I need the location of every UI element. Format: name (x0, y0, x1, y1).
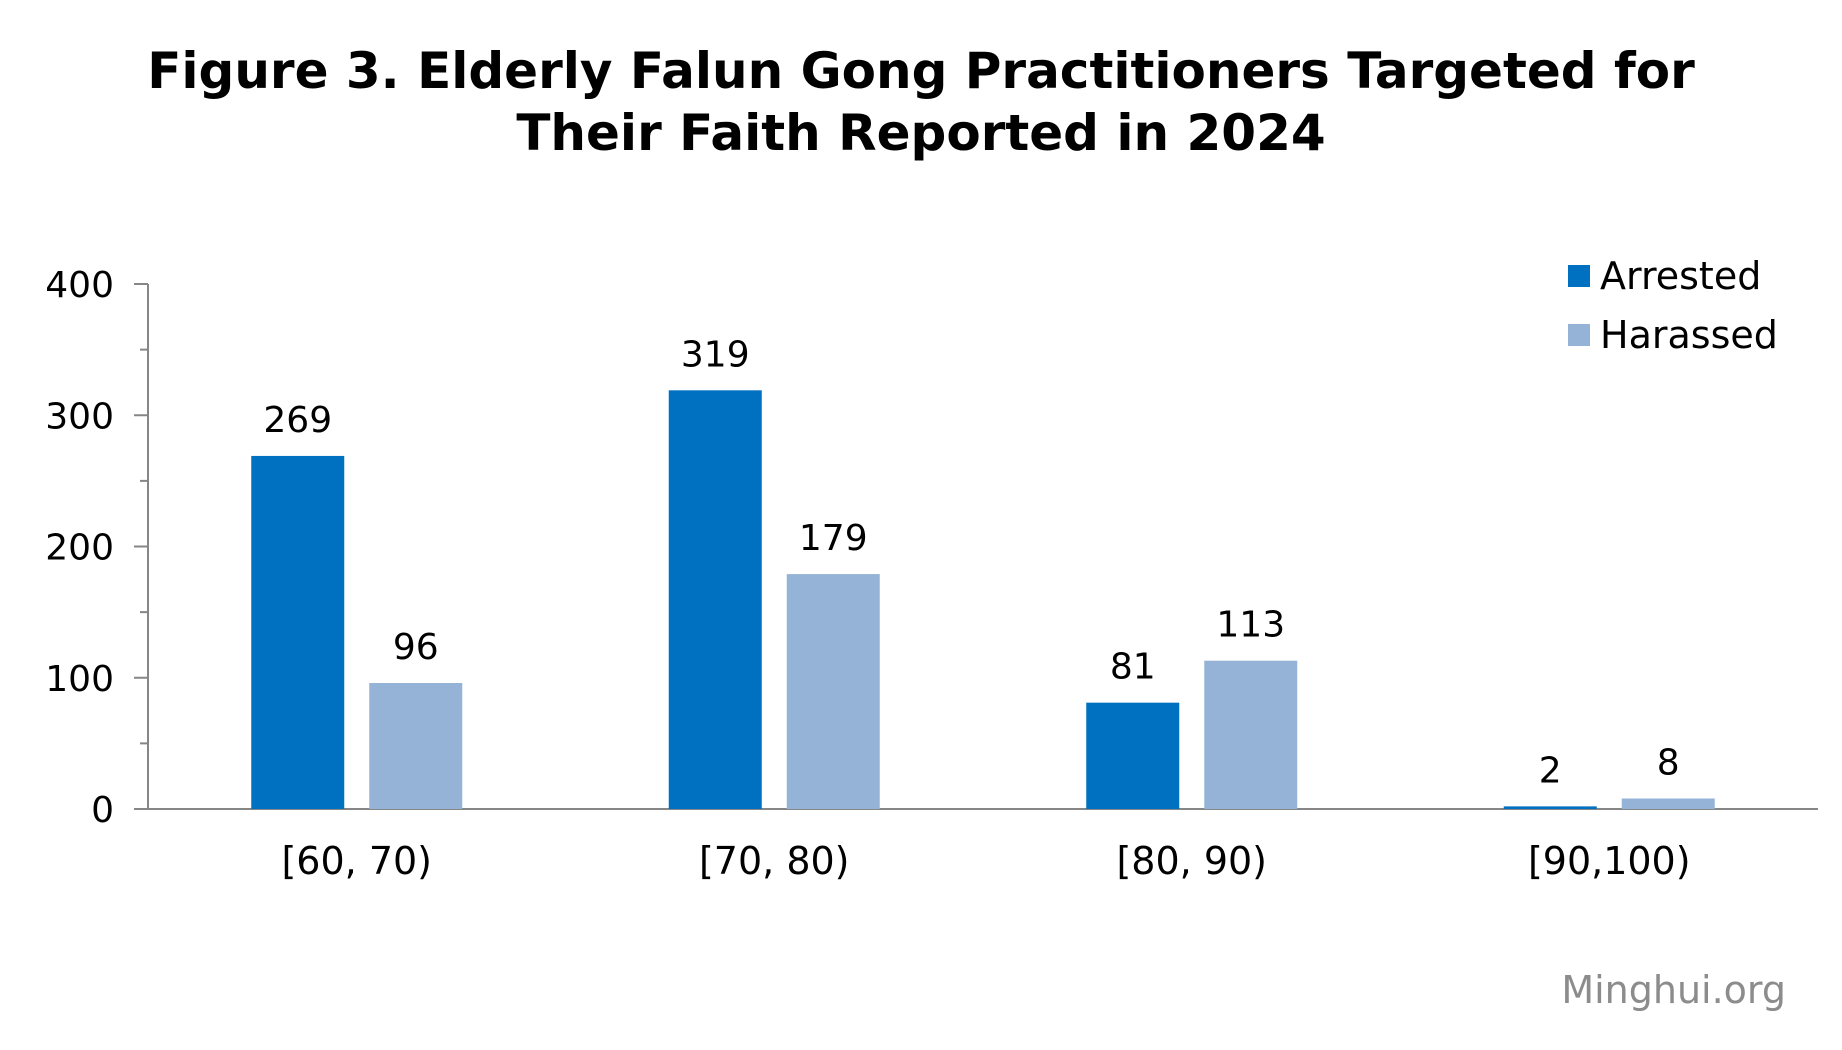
data-label-harassed-0: 96 (393, 627, 439, 668)
legend-label-arrested: Arrested (1600, 254, 1761, 298)
y-tick-label: 100 (45, 659, 114, 700)
y-tick-label: 0 (91, 790, 114, 831)
bar-harassed-2 (1204, 660, 1298, 809)
data-label-arrested-1: 319 (681, 334, 750, 375)
chart-title-line-2: Their Faith Reported in 2024 (516, 104, 1326, 162)
legend: Arrested Harassed (1568, 254, 1778, 357)
x-category-label: [90,100) (1528, 839, 1691, 883)
legend-label-harassed: Harassed (1600, 313, 1778, 357)
bar-harassed-3 (1621, 798, 1715, 809)
data-labels: 269 96 319 179 81 113 2 8 (263, 334, 1679, 791)
legend-swatch-arrested (1568, 265, 1590, 287)
bar-arrested-1 (668, 390, 762, 809)
chart-title: Figure 3. Elderly Falun Gong Practitione… (0, 40, 1842, 164)
data-label-arrested-2: 81 (1110, 647, 1156, 688)
bar-arrested-0 (251, 455, 345, 809)
x-category-label: [70, 80) (699, 839, 850, 883)
legend-swatch-harassed (1568, 324, 1590, 346)
data-label-harassed-3: 8 (1657, 743, 1680, 784)
data-label-harassed-2: 113 (1216, 605, 1285, 646)
bar-harassed-1 (786, 574, 880, 809)
watermark: Minghui.org (1561, 968, 1786, 1012)
y-tick-label: 200 (45, 528, 114, 569)
data-label-arrested-0: 269 (263, 400, 332, 441)
x-category-label: [60, 70) (281, 839, 432, 883)
y-tick-label: 300 (45, 396, 114, 437)
bar-arrested-2 (1086, 702, 1180, 809)
y-tick-label: 400 (45, 265, 114, 306)
bar-arrested-3 (1503, 806, 1597, 809)
bars (251, 390, 1715, 809)
data-label-arrested-3: 2 (1539, 750, 1562, 791)
axes: 0 100 200 300 400 [60, 70) [70, 80) [80, 90) [90… (45, 265, 1818, 883)
bar-harassed-0 (369, 683, 463, 809)
data-label-harassed-1: 179 (799, 518, 868, 559)
chart-title-line-1: Figure 3. Elderly Falun Gong Practitione… (147, 42, 1695, 100)
x-category-label: [80, 90) (1116, 839, 1267, 883)
